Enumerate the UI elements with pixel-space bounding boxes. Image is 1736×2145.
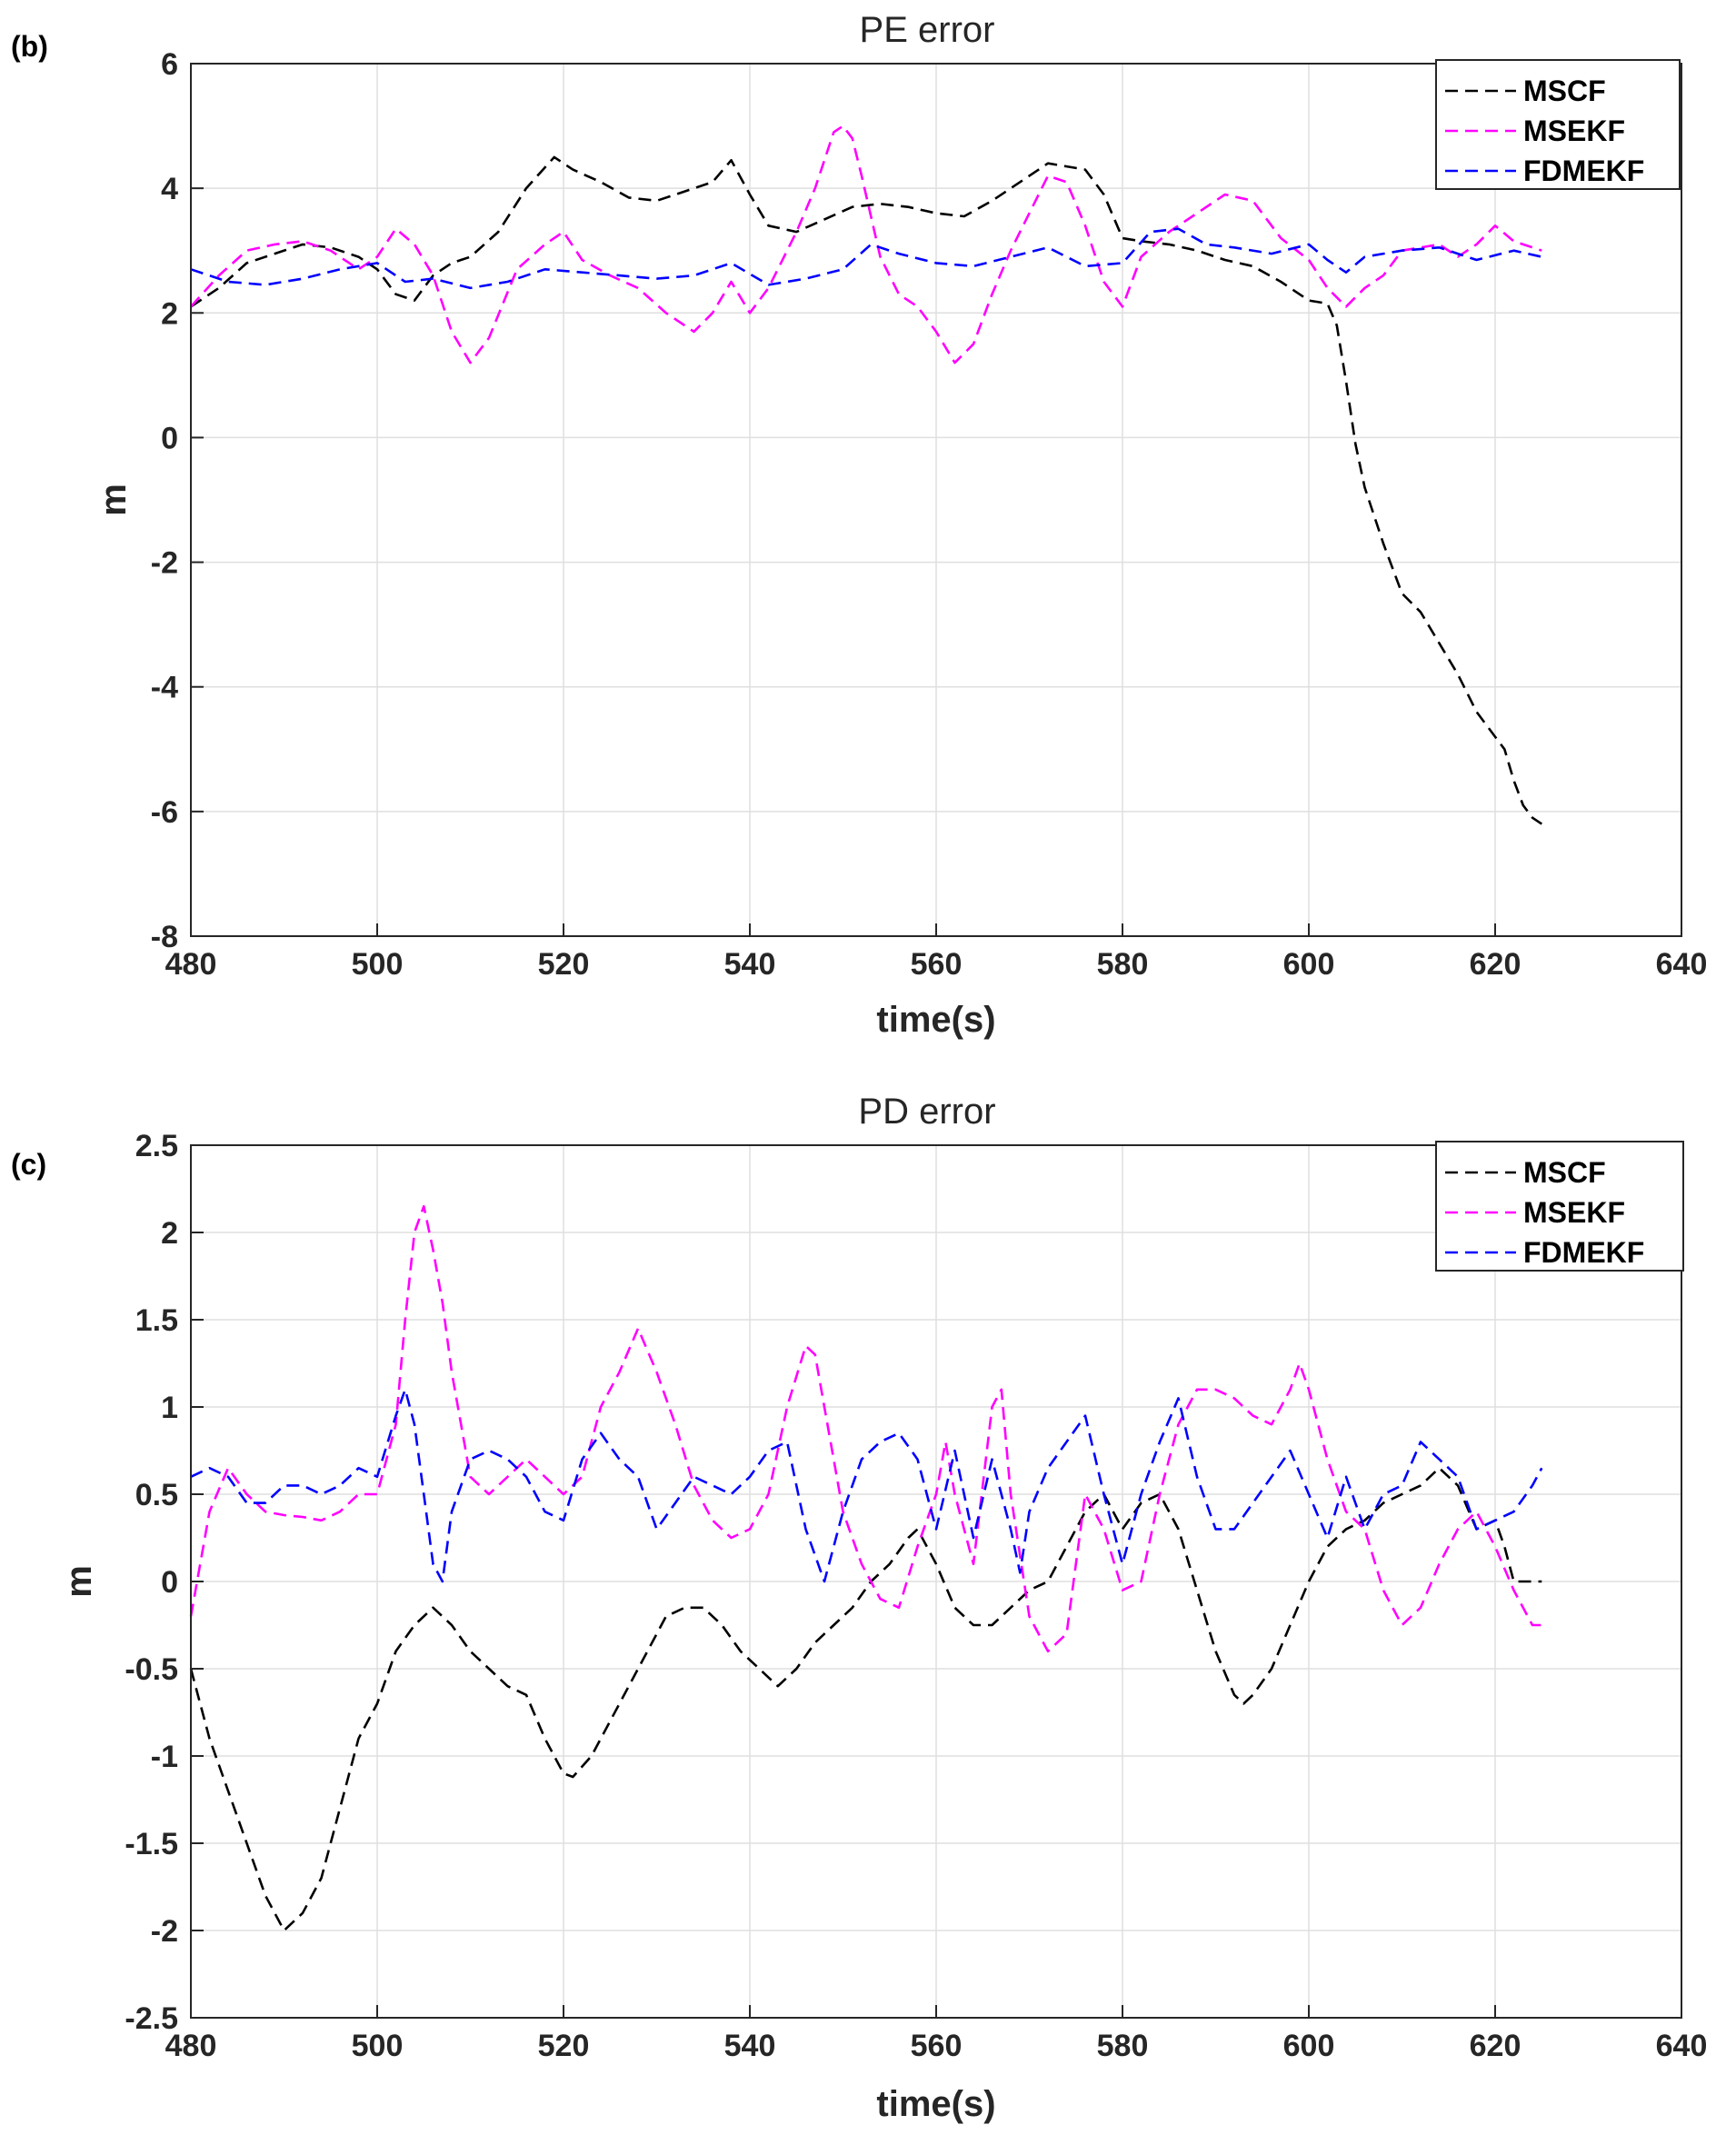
- y-tick-label: 2: [161, 296, 178, 331]
- x-tick-label: 480: [165, 2029, 217, 2063]
- panel-label: (b): [11, 30, 48, 63]
- x-tick-label: 560: [911, 947, 963, 982]
- x-tick-label: 620: [1470, 2029, 1521, 2063]
- x-tick-label: 520: [538, 947, 590, 982]
- y-tick-label: 2.5: [135, 1129, 178, 1163]
- y-tick-label: -2: [151, 546, 178, 581]
- y-tick-label: 1.5: [135, 1303, 178, 1338]
- x-tick-labels: 480 500 520 540 560 580 600 620 640: [165, 947, 1708, 982]
- pd-error-chart: (c) PD error 480 500 520 540 560 580 600 620 640…: [11, 1092, 1707, 2124]
- series-line-fdmekf: [190, 1388, 1543, 1583]
- x-axis-label: time(s): [876, 2084, 995, 2124]
- x-tick-label: 600: [1283, 2029, 1335, 2063]
- y-tick-label: 6: [161, 47, 178, 82]
- y-tick-label: -0.5: [125, 1652, 178, 1687]
- y-axis-label: m: [94, 484, 134, 516]
- legend-label: MSCF: [1523, 1156, 1606, 1189]
- y-tick-label: 2: [161, 1216, 178, 1251]
- x-tick-label: 580: [1097, 2029, 1149, 2063]
- y-tick-label: -2: [151, 1914, 178, 1949]
- x-tick-label: 500: [352, 947, 404, 982]
- x-tick-label: 640: [1656, 2029, 1708, 2063]
- series-line-fdmekf: [190, 227, 1542, 290]
- series-lines: [189, 1204, 1543, 1932]
- y-tick-label: -6: [151, 795, 178, 830]
- y-tick-labels: -8 -6 -4 -2 0 2 4 6: [151, 47, 178, 954]
- legend-label: MSCF: [1523, 75, 1606, 107]
- legend-box: [1435, 1141, 1684, 1272]
- plot-frame: [190, 63, 1682, 937]
- series-line-msekf: [190, 125, 1542, 364]
- x-tick-label: 480: [165, 947, 217, 982]
- legend-label: FDMEKF: [1523, 1236, 1644, 1269]
- series-lines: [190, 125, 1543, 825]
- y-tick-label: -1: [151, 1740, 178, 1774]
- chart-title: PD error: [858, 1092, 995, 1132]
- legend-box: [1435, 59, 1681, 190]
- grid: [190, 63, 1682, 937]
- y-tick-label: -8: [151, 920, 178, 954]
- grid: [190, 1144, 1682, 2019]
- y-tick-label: -1.5: [125, 1827, 178, 1861]
- y-tick-labels: -2.5 -2 -1.5 -1 -0.5 0 0.5 1 1.5 2 2.5: [125, 1129, 178, 2036]
- legend-label: MSEKF: [1523, 115, 1625, 147]
- series-line-mscf: [190, 155, 1543, 825]
- legend-label: FDMEKF: [1523, 155, 1644, 187]
- panel-label: (c): [11, 1148, 46, 1181]
- x-tick-label: 540: [724, 947, 776, 982]
- x-tick-label: 560: [911, 2029, 963, 2063]
- x-tick-label: 500: [352, 2029, 404, 2063]
- x-tick-label: 600: [1283, 947, 1335, 982]
- plot-frame: [190, 1144, 1682, 2019]
- y-tick-label: 0: [161, 421, 178, 455]
- y-tick-label: -4: [151, 671, 178, 705]
- legend: MSCF MSEKF FDMEKF: [1435, 1141, 1684, 1272]
- y-tick-label: 1: [161, 1391, 178, 1425]
- x-tick-label: 520: [538, 2029, 590, 2063]
- y-tick-label: 4: [161, 172, 178, 206]
- legend-label: MSEKF: [1523, 1196, 1625, 1229]
- y-axis-label: m: [59, 1565, 99, 1598]
- y-tick-label: 0: [161, 1565, 178, 1600]
- chart-title: PE error: [860, 10, 995, 50]
- x-tick-labels: 480 500 520 540 560 580 600 620 640: [165, 2029, 1708, 2063]
- y-tick-label: 0.5: [135, 1478, 178, 1512]
- legend: MSCF MSEKF FDMEKF: [1435, 59, 1681, 190]
- x-tick-label: 620: [1470, 947, 1521, 982]
- x-axis-label: time(s): [876, 1000, 995, 1040]
- x-tick-label: 580: [1097, 947, 1149, 982]
- series-line-mscf: [189, 1466, 1542, 1932]
- series-line-msekf: [189, 1204, 1542, 1653]
- pe-error-chart: (b) PE error 480 500 520 540 560 580 600 620 640…: [11, 10, 1707, 1040]
- x-tick-label: 640: [1656, 947, 1708, 982]
- x-tick-label: 540: [724, 2029, 776, 2063]
- y-tick-label: -2.5: [125, 2001, 178, 2036]
